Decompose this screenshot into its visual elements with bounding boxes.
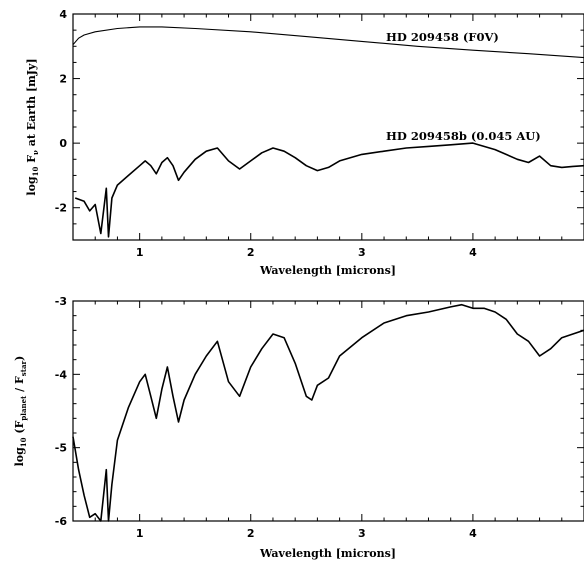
top-ylabel-rest1: F — [25, 155, 38, 167]
y-tick-label: -2 — [55, 202, 67, 215]
top-tick-marks — [72, 13, 584, 241]
x-tick-label: 3 — [358, 246, 366, 259]
star-spectrum-line — [72, 26, 584, 59]
bot-ylabel-sub: 10 — [19, 437, 28, 447]
top-y-tick-labels: 4 2 0 -2 — [55, 8, 68, 215]
top-ylabel-sub2: ν — [31, 150, 40, 155]
bottom-x-axis-label: Wavelength [microns] — [259, 547, 396, 560]
bottom-plot-frame — [72, 300, 584, 522]
bot-ylabel-rest2: / F — [13, 376, 26, 396]
top-ylabel-main: log — [25, 176, 38, 196]
flux-ratio-line — [72, 303, 584, 522]
y-tick-label: -3 — [55, 295, 67, 308]
y-tick-label: -6 — [55, 515, 68, 528]
x-tick-label: 2 — [247, 527, 255, 540]
bottom-series-lines — [72, 303, 584, 522]
bottom-x-tick-labels: 1 2 3 4 — [136, 527, 477, 540]
x-tick-label: 3 — [358, 527, 366, 540]
top-ylabel-rest2: at Earth [mJy] — [25, 58, 38, 150]
bot-ylabel-main: log — [13, 447, 26, 467]
planet-spectrum-line — [74, 142, 584, 238]
x-tick-label: 1 — [136, 246, 144, 259]
bot-ylabel-rest1: (F — [13, 420, 26, 437]
bot-ylabel-rest3: ) — [13, 356, 26, 361]
x-tick-label: 2 — [247, 246, 255, 259]
x-tick-label: 1 — [136, 527, 144, 540]
top-ylabel-sub: 10 — [31, 167, 40, 177]
y-tick-label: -5 — [55, 442, 67, 455]
star-series-label: HD 209458 (F0V) — [386, 30, 499, 44]
x-tick-label: 4 — [469, 527, 477, 540]
top-panel: 4 2 0 -2 1 2 3 4 HD 209458 (F0V) HD 209458b (0… — [25, 8, 584, 277]
top-y-axis-label: log10 Fν at Earth [mJy] — [25, 58, 40, 195]
top-x-tick-labels: 1 2 3 4 — [136, 246, 477, 259]
bot-ylabel-sub2: planet — [19, 395, 28, 421]
y-tick-label: -4 — [55, 368, 68, 381]
planet-series-label: HD 209458b (0.045 AU) — [386, 129, 541, 143]
top-series-lines — [72, 26, 584, 238]
y-tick-label: 0 — [59, 137, 67, 150]
x-tick-label: 4 — [469, 246, 477, 259]
bottom-tick-marks — [72, 300, 584, 522]
y-tick-label: 4 — [59, 8, 67, 21]
top-x-axis-label: Wavelength [microns] — [259, 264, 396, 277]
top-plot-frame — [72, 13, 584, 241]
bottom-y-tick-labels: -3 -4 -5 -6 — [55, 295, 68, 528]
bottom-y-axis-label: log10 (Fplanet / Fstar) — [13, 356, 28, 467]
y-tick-label: 2 — [59, 73, 67, 86]
bot-ylabel-sub3: star — [19, 361, 28, 377]
bottom-panel: -3 -4 -5 -6 1 2 3 4 Wavelength [microns] log10… — [13, 295, 584, 560]
